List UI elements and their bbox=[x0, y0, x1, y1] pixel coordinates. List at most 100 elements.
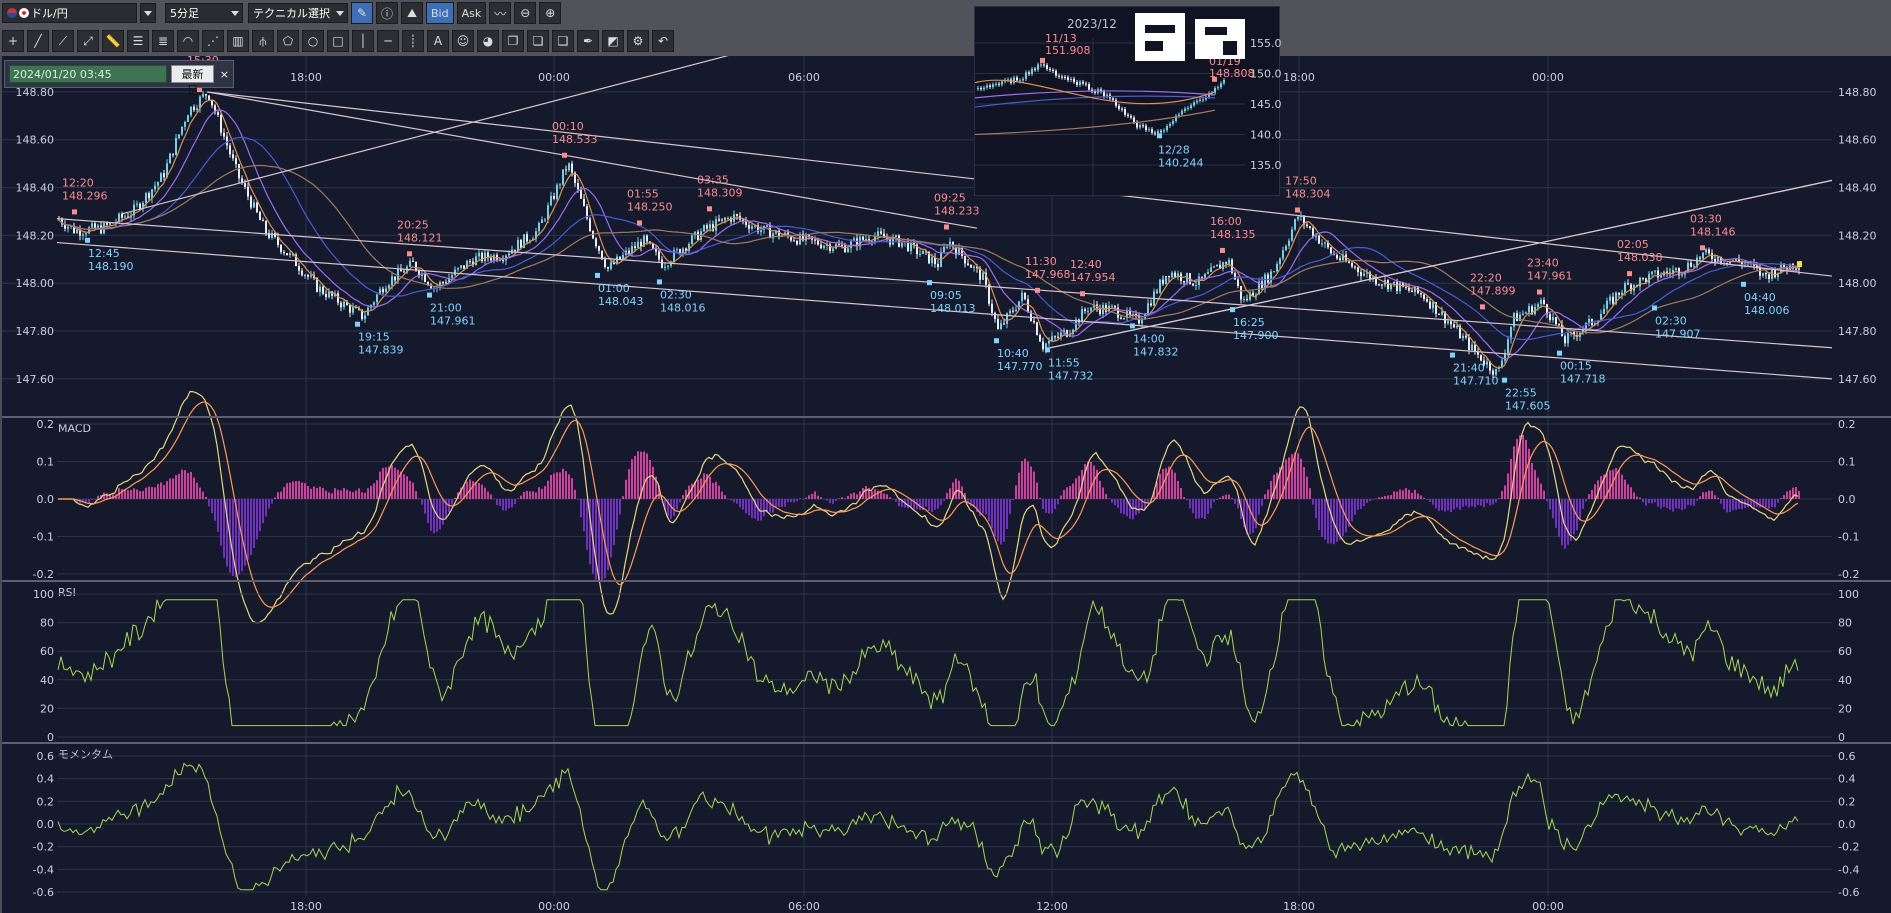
macd-bar bbox=[1681, 499, 1683, 511]
candle bbox=[1279, 258, 1281, 264]
mini-candle bbox=[1040, 64, 1042, 66]
candle bbox=[298, 266, 300, 271]
arc-tool-icon[interactable]: ◠ bbox=[177, 30, 199, 52]
copy2-tool-icon[interactable]: ❏ bbox=[527, 30, 549, 52]
wrench-tool-icon[interactable]: ✒ bbox=[577, 30, 599, 52]
fan-tool-icon[interactable]: ⋰ bbox=[202, 30, 224, 52]
zoom-in-icon[interactable]: ⊕ bbox=[539, 2, 562, 24]
low-marker bbox=[1557, 350, 1562, 356]
technical-select[interactable]: テクニカル選択 bbox=[248, 3, 348, 23]
macd-bar bbox=[967, 499, 969, 502]
eraser-tool-icon[interactable]: ◩ bbox=[602, 30, 624, 52]
macd-bar bbox=[1231, 498, 1233, 499]
candle bbox=[478, 252, 480, 257]
panel-divider[interactable] bbox=[2, 580, 1891, 582]
candle bbox=[1030, 311, 1032, 322]
macd-bar bbox=[379, 471, 381, 499]
macd-bar bbox=[940, 499, 942, 506]
macd-bar bbox=[1468, 499, 1470, 508]
macd-bar bbox=[1030, 466, 1032, 499]
ray-tool-icon[interactable]: ⟋ bbox=[52, 30, 74, 52]
wave-icon[interactable]: 〰 bbox=[489, 2, 512, 24]
candle bbox=[745, 220, 747, 225]
candle bbox=[328, 291, 330, 298]
macd-bar bbox=[1732, 499, 1734, 511]
macd-bar bbox=[172, 478, 174, 499]
rect-tool-icon[interactable]: □ bbox=[327, 30, 349, 52]
candle bbox=[85, 233, 87, 235]
macd-bar bbox=[277, 492, 279, 499]
candle bbox=[1123, 318, 1125, 320]
pen-icon[interactable]: ✎ bbox=[351, 2, 373, 24]
line-tool-icon[interactable]: ╱ bbox=[27, 30, 49, 52]
vline-tool-icon[interactable]: │ bbox=[352, 30, 374, 52]
panel-divider[interactable] bbox=[2, 742, 1891, 744]
low-time-label: 16:25 bbox=[1233, 316, 1265, 329]
macd-bar bbox=[1342, 499, 1344, 536]
macd-bar bbox=[1765, 499, 1767, 507]
bid-button[interactable]: Bid bbox=[426, 2, 454, 24]
candle bbox=[736, 214, 738, 216]
candle bbox=[598, 246, 600, 251]
latest-bar-button[interactable]: 最新足 bbox=[171, 65, 214, 97]
macd-bar bbox=[313, 486, 315, 499]
timeframe-select[interactable]: 5分足 bbox=[165, 3, 243, 23]
bars-tool-icon[interactable]: ▥ bbox=[227, 30, 249, 52]
panel-divider[interactable] bbox=[2, 416, 1891, 418]
macd-axis-label: 0.2 bbox=[37, 418, 55, 431]
candle bbox=[691, 235, 693, 245]
macd-bar bbox=[679, 499, 681, 503]
pitchfork-tool-icon[interactable]: ⫛ bbox=[252, 30, 274, 52]
macd-bar bbox=[643, 451, 645, 499]
macd-bar bbox=[832, 499, 834, 504]
mini-candle bbox=[992, 84, 994, 88]
candle bbox=[1561, 324, 1563, 337]
undo-tool-icon[interactable]: ↶ bbox=[652, 30, 674, 52]
macd-bar bbox=[691, 483, 693, 499]
copy3-tool-icon[interactable]: ❑ bbox=[552, 30, 574, 52]
macd-bar bbox=[835, 499, 837, 502]
symbol-select[interactable]: ドル/円 bbox=[2, 3, 137, 23]
settings-tool-icon[interactable]: ⚙ bbox=[627, 30, 649, 52]
close-icon[interactable]: × bbox=[219, 67, 229, 81]
macd-bar bbox=[1717, 497, 1719, 499]
candle bbox=[610, 262, 612, 269]
candle bbox=[355, 307, 357, 309]
candle bbox=[256, 202, 258, 213]
symbol-dropdown-button[interactable] bbox=[140, 3, 156, 23]
candle bbox=[1009, 310, 1011, 314]
copy-tool-icon[interactable]: ❐ bbox=[502, 30, 524, 52]
chart-canvas[interactable]: 148.80 148.80 148.60 148.60 148.40 148.40 148.… bbox=[2, 56, 1891, 913]
macd-bar bbox=[331, 493, 333, 499]
zoom-out-icon[interactable]: ⊖ bbox=[514, 2, 537, 24]
macd-bar bbox=[1456, 499, 1458, 508]
candle bbox=[994, 312, 996, 319]
candle bbox=[1768, 274, 1770, 279]
momentum-panel-label: モメンタム bbox=[58, 748, 113, 761]
macd-bar bbox=[1096, 469, 1098, 499]
candle bbox=[706, 225, 708, 229]
date-input[interactable] bbox=[9, 65, 168, 83]
macd-bar bbox=[649, 460, 651, 499]
text-tool-icon[interactable]: A bbox=[427, 30, 449, 52]
macd-bar bbox=[130, 490, 132, 499]
cross-tool-icon[interactable]: + bbox=[2, 30, 24, 52]
icon-tool-icon[interactable]: ☺ bbox=[452, 30, 474, 52]
candle bbox=[424, 273, 426, 283]
chart-area[interactable]: 148.80 148.80 148.60 148.60 148.40 148.40 148.… bbox=[2, 56, 1891, 913]
macd-bar bbox=[1783, 495, 1785, 499]
ruler-tool-icon[interactable]: 📏 bbox=[102, 30, 124, 52]
circle-tool-icon[interactable]: ○ bbox=[302, 30, 324, 52]
candle bbox=[244, 183, 246, 187]
channel-tool-icon[interactable]: ≣ bbox=[152, 30, 174, 52]
trend-tool-icon[interactable]: ⤢ bbox=[77, 30, 99, 52]
macd-bar bbox=[1045, 499, 1047, 513]
macd-bar bbox=[1411, 492, 1413, 499]
mountain-chart-icon[interactable]: ⛰ bbox=[401, 2, 423, 24]
globe-tool-icon[interactable]: ◕ bbox=[477, 30, 499, 52]
ask-button[interactable]: Ask bbox=[456, 2, 487, 24]
hline2-tool-icon[interactable]: ─ bbox=[377, 30, 399, 52]
hline-tool-icon[interactable]: ☰ bbox=[127, 30, 149, 52]
info-icon[interactable]: ⓘ bbox=[376, 2, 398, 24]
pentagon-tool-icon[interactable]: ⬠ bbox=[277, 30, 299, 52]
